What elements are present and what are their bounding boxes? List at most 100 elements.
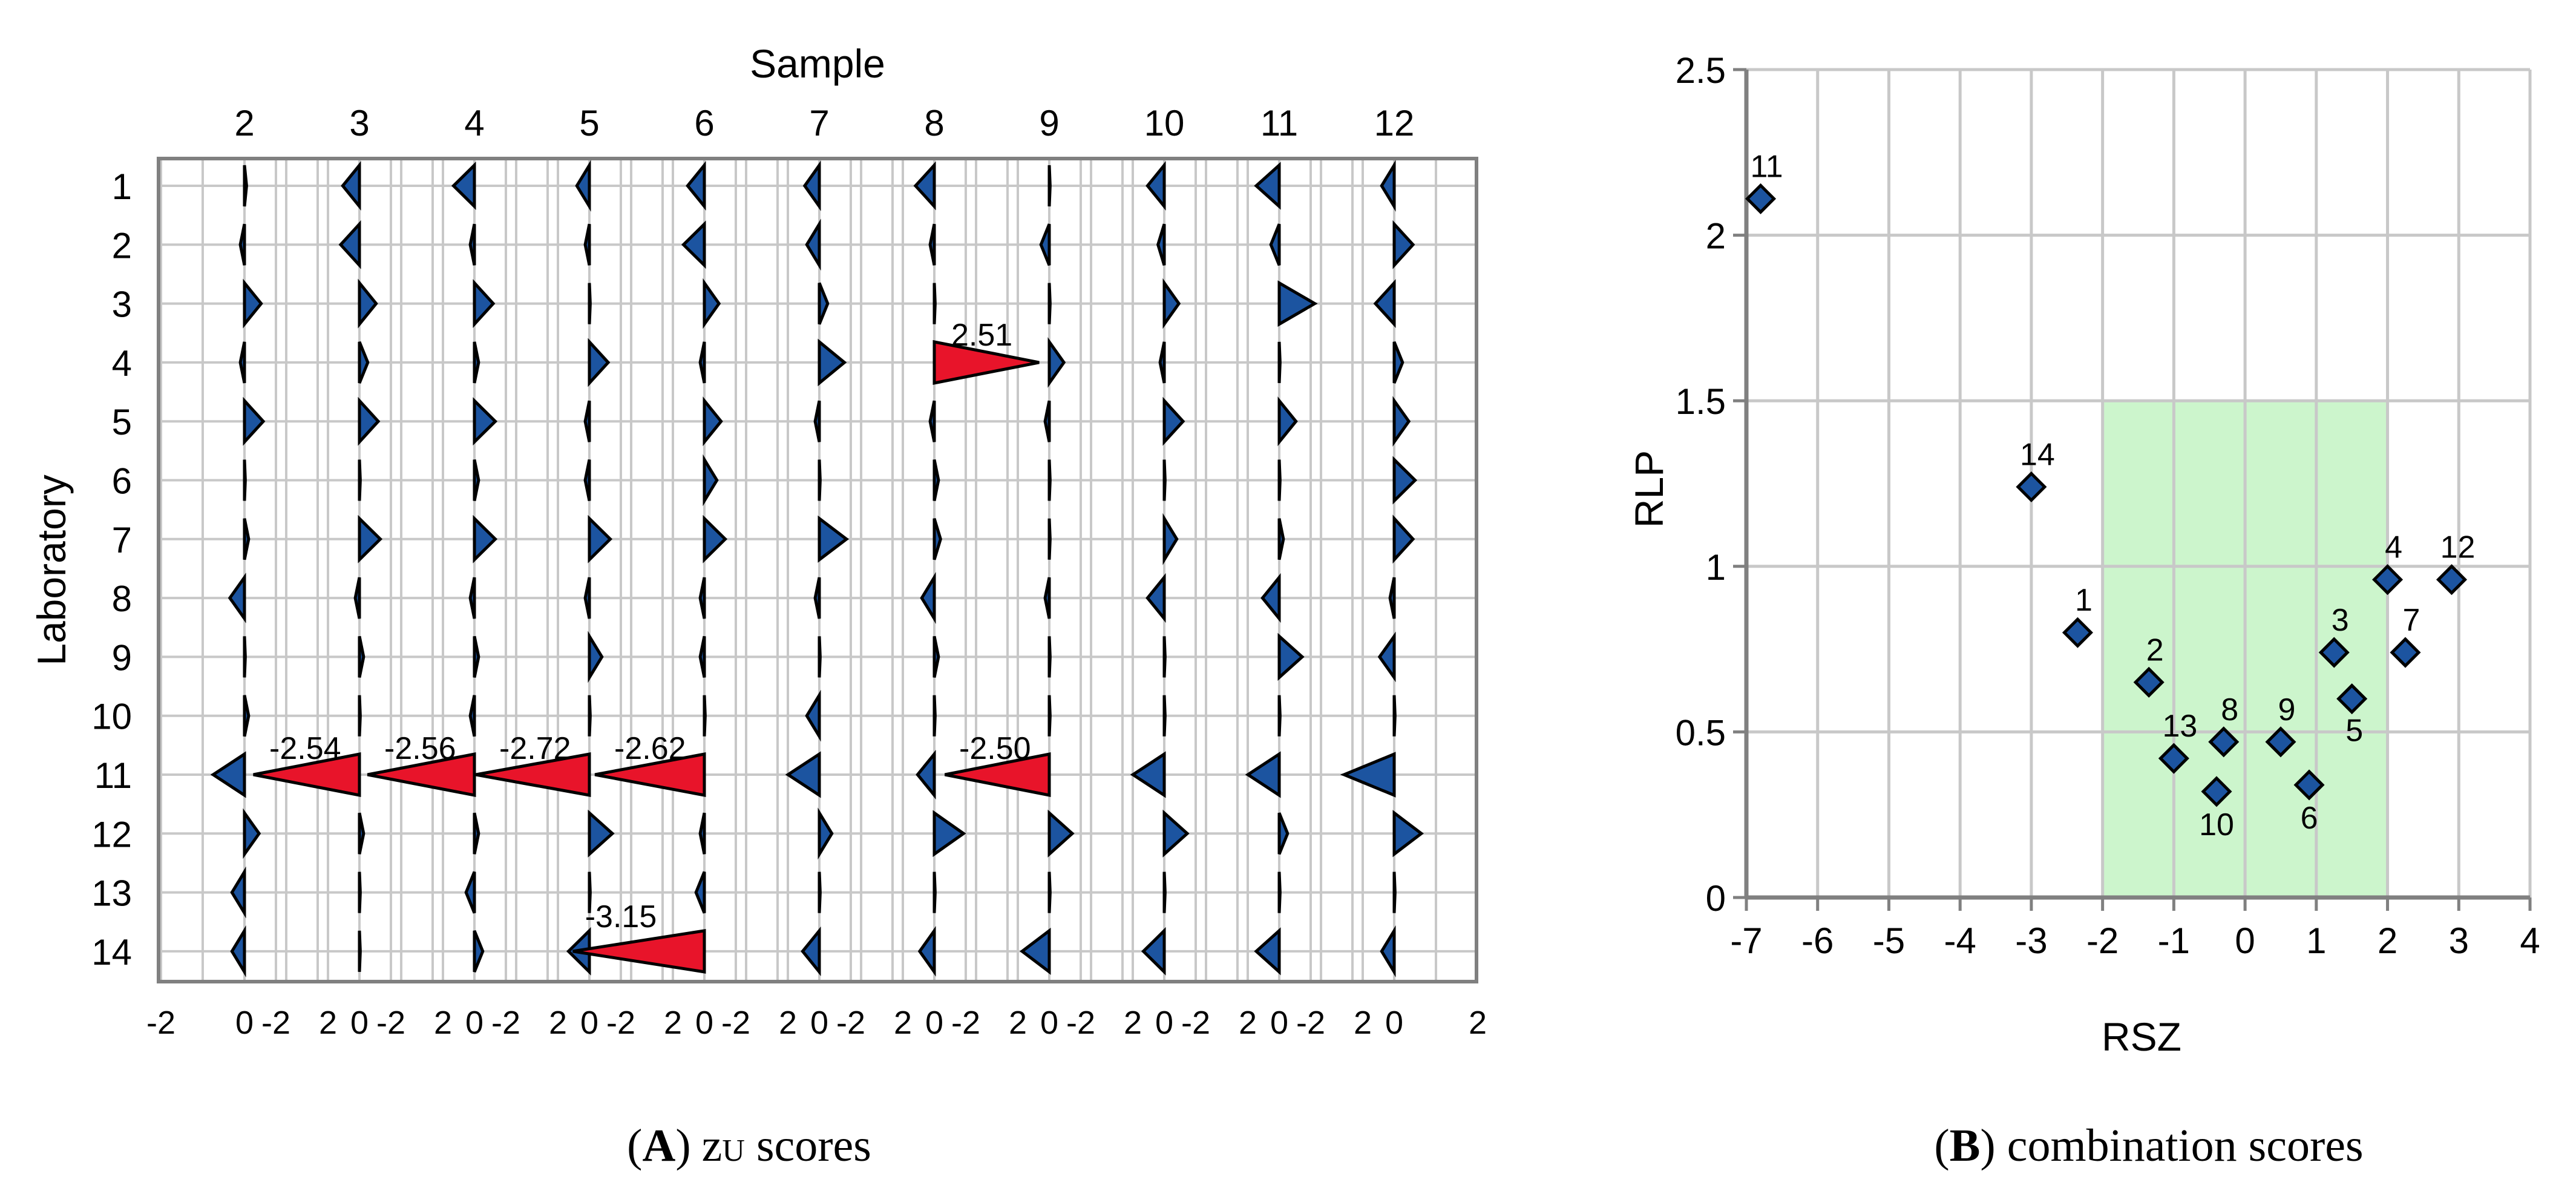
panel-b-y-tick-labels: 0 0.5 1 1.5 2 2.5 — [1676, 50, 1726, 919]
flagged-value-label: -2.50 — [959, 731, 1031, 766]
laboratory-tick-label: 11 — [94, 755, 132, 796]
z-score-triangle — [686, 160, 706, 211]
z-score-triangle — [1277, 280, 1318, 327]
data-point — [2208, 726, 2240, 758]
z-score-triangle — [473, 930, 485, 973]
z-score-triangle — [358, 812, 365, 855]
sample-tick-label: 10 — [1144, 103, 1185, 143]
z-score-triangle — [243, 518, 251, 560]
z-score-triangle — [703, 695, 707, 737]
z-score-triangle — [358, 635, 365, 678]
z-score-triangle — [1392, 871, 1397, 913]
z-score-triangle — [353, 577, 361, 619]
z-score-triangle-flagged — [572, 928, 706, 974]
sample-tick-label: 3 — [349, 103, 369, 143]
z-score-triangle — [1277, 632, 1305, 681]
z-score-triangle — [818, 459, 822, 501]
z-score-triangle — [681, 220, 706, 269]
z-score-triangle — [1392, 695, 1397, 737]
panel-a-top-axis-label: Sample — [750, 41, 885, 86]
z-score-triangle — [1380, 925, 1396, 977]
z-score-triangle — [1392, 810, 1424, 858]
data-point — [2201, 776, 2232, 807]
data-point — [2436, 564, 2468, 596]
z-score-triangle — [468, 223, 476, 266]
z-score-triangle — [588, 338, 611, 387]
z-score-triangle — [588, 514, 613, 563]
z-score-triangle — [473, 459, 480, 501]
data-point — [2372, 564, 2404, 596]
z-score-triangle — [1277, 812, 1290, 855]
x-tick-label: -2 — [261, 1005, 290, 1041]
point-label: 8 — [2221, 692, 2238, 727]
x-tick-label: 2 — [2378, 921, 2397, 961]
panel-a-x-tick-labels: -2 0 2-2 0 2-2 0 2-2 0 2-2 0 2-2 0 2-2 0 2-2 0 2-2 0 2-2 0 2… — [146, 1005, 1487, 1041]
z-score-triangle — [1277, 459, 1282, 501]
z-score-triangle-flagged — [594, 752, 706, 798]
data-point — [1745, 183, 1777, 214]
sample-tick-label: 11 — [1260, 103, 1298, 143]
z-score-triangle — [1254, 927, 1281, 976]
z-score-triangle — [243, 695, 251, 737]
data-point — [2133, 666, 2165, 698]
z-score-triangle — [1047, 809, 1075, 858]
z-score-triangle — [1377, 631, 1396, 683]
point-label: 7 — [2403, 603, 2420, 638]
x-tick-label: -2 — [1181, 1005, 1210, 1041]
z-score-triangle — [1043, 577, 1051, 619]
sample-tick-label: 12 — [1374, 103, 1415, 143]
sample-tick-label: 7 — [809, 103, 829, 143]
z-score-triangle — [588, 871, 592, 913]
panel-b-x-axis-label: RSZ — [2102, 1014, 2181, 1059]
x-tick-label: 2 — [319, 1005, 337, 1041]
z-score-triangle — [1380, 160, 1396, 212]
point-label: 11 — [1751, 149, 1783, 184]
x-tick-label: 0 — [2235, 921, 2255, 961]
z-score-triangle — [818, 515, 849, 563]
panel-b-x-tick-labels: -7 -6 -5 -4 -3 -2 -1 0 1 2 3 4 — [1730, 921, 2540, 961]
z-score-triangle — [473, 514, 498, 563]
z-score-triangle — [1277, 341, 1282, 384]
z-score-triangle — [1245, 751, 1281, 798]
x-tick-label: 0 — [1040, 1005, 1058, 1041]
z-score-triangle — [1162, 871, 1167, 913]
z-score-triangle-flagged — [945, 752, 1051, 798]
z-score-triangle — [1047, 871, 1052, 913]
z-score-triangle — [1039, 223, 1051, 266]
z-score-triangle — [1158, 341, 1166, 384]
laboratory-tick-label: 8 — [112, 579, 132, 619]
caption-a-sub: U — [722, 1134, 745, 1168]
flagged-value-label: -2.54 — [269, 731, 341, 766]
z-score-triangle — [238, 223, 246, 266]
laboratory-tick-label: 6 — [112, 461, 132, 502]
z-score-triangle — [1254, 162, 1281, 210]
z-score-triangle — [358, 341, 370, 384]
x-tick-label: 0 — [465, 1005, 483, 1041]
y-tick-label: 1.5 — [1676, 381, 1726, 422]
data-point — [2390, 637, 2421, 668]
x-tick-label: -2 — [2086, 921, 2119, 961]
z-score-triangle — [785, 751, 821, 798]
z-score-triangle — [1145, 160, 1166, 211]
y-tick-label: 0.5 — [1676, 712, 1726, 753]
panel-a-zu-scores: Sample 2 3 4 5 6 7 8 9 10 11 12 123456789101112131… — [29, 41, 1487, 1041]
z-score-triangle — [1047, 337, 1066, 388]
x-tick-label: -4 — [1944, 921, 1976, 961]
caption-b-close: ) — [1980, 1120, 1995, 1171]
z-score-triangle — [805, 689, 821, 742]
z-score-triangle — [920, 572, 936, 625]
x-tick-label: -5 — [1873, 921, 1905, 961]
z-score-triangle — [210, 751, 246, 798]
z-score-triangle — [451, 162, 476, 210]
z-score-triangle — [583, 400, 591, 442]
z-score-triangle — [917, 926, 936, 977]
z-score-triangle — [694, 871, 706, 914]
laboratory-tick-label: 2 — [112, 225, 132, 266]
x-tick-label: 0 — [925, 1005, 943, 1041]
z-score-triangle — [1392, 220, 1415, 269]
z-score-triangle — [1392, 514, 1415, 564]
x-tick-label: 1 — [2306, 921, 2326, 961]
z-score-triangle — [1043, 400, 1051, 442]
z-score-triangle — [801, 926, 821, 976]
